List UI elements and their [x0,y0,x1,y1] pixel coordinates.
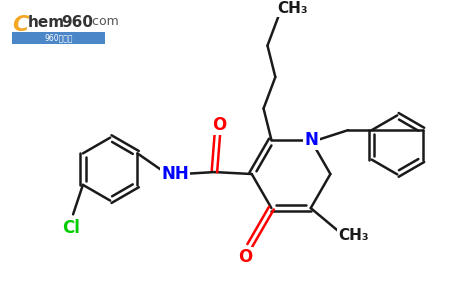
Text: .com: .com [89,15,119,28]
Text: NH: NH [161,165,189,183]
Text: O: O [212,116,227,134]
FancyBboxPatch shape [12,33,105,44]
Text: O: O [238,248,252,266]
Text: hem: hem [27,15,64,30]
Text: C: C [12,15,28,35]
Text: Cl: Cl [62,219,80,237]
Text: CH₃: CH₃ [278,1,309,16]
Text: 960化工网: 960化工网 [45,34,73,43]
Text: 960: 960 [61,15,93,30]
Text: N: N [305,131,319,149]
Text: CH₃: CH₃ [339,228,369,243]
